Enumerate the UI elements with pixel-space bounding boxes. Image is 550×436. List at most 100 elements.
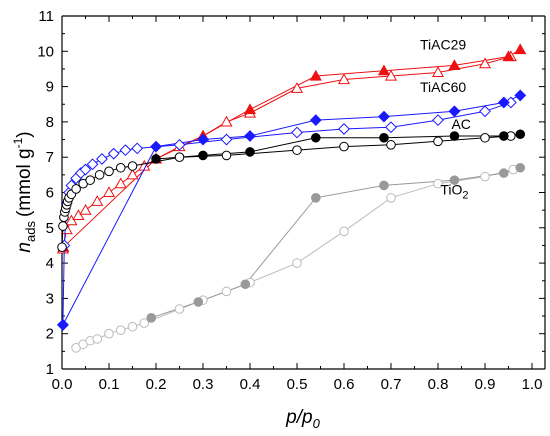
- data-point-open: [104, 328, 114, 339]
- data-point-filled: [243, 103, 257, 115]
- data-point-open: [339, 141, 349, 152]
- data-point-open: [174, 152, 185, 162]
- data-point-open: [337, 73, 351, 85]
- data-point-open: [86, 158, 99, 171]
- data-point-filled: [448, 59, 461, 70]
- data-point-open: [291, 126, 303, 139]
- axis-ticks: 0.0 0.1 0.2 0.3 0.4 0.5 0.6 0.7 0.8 0.9 1.0 1 2 3 4 5 6 7…: [37, 8, 545, 393]
- data-point-open: [220, 133, 233, 146]
- x-tick-label: 0.3: [193, 376, 214, 393]
- series-tiac60: [57, 89, 527, 331]
- data-point-open: [57, 242, 67, 253]
- data-point-open: [339, 226, 349, 237]
- x-tick-label: 0.2: [146, 376, 167, 393]
- data-point-filled: [497, 96, 510, 109]
- data-point-open: [127, 161, 138, 171]
- data-point-filled: [379, 180, 389, 191]
- data-point-filled: [311, 192, 321, 203]
- data-point-open: [479, 105, 491, 118]
- y-tick-label: 8: [46, 114, 54, 131]
- data-point-open: [79, 203, 92, 215]
- data-point-filled: [193, 297, 204, 307]
- data-point-filled: [378, 110, 390, 123]
- series-line-filled: [155, 133, 521, 160]
- data-point-filled: [198, 150, 208, 161]
- x-tick-label: 0.0: [52, 376, 73, 393]
- y-tick-label: 7: [46, 149, 54, 166]
- data-point-open: [115, 162, 126, 173]
- data-point-filled: [245, 147, 255, 157]
- series-layer: [56, 43, 527, 353]
- data-point-open: [58, 221, 68, 231]
- x-tick-label: 0.8: [428, 376, 449, 393]
- data-point-open: [104, 166, 114, 177]
- data-point-filled: [514, 89, 527, 102]
- data-point-open: [96, 153, 108, 165]
- data-point-open: [174, 304, 185, 314]
- data-point-filled: [240, 279, 251, 290]
- data-point-open: [72, 209, 85, 221]
- series-label-tiac29: TiAC29: [420, 37, 466, 53]
- y-tick-label: 10: [37, 43, 54, 60]
- y-tick-label: 4: [46, 255, 54, 272]
- x-tick-label: 0.7: [381, 376, 402, 393]
- data-point-filled: [499, 131, 509, 141]
- data-point-filled: [150, 140, 162, 153]
- data-point-open: [114, 177, 127, 189]
- y-tick-label: 9: [46, 79, 54, 96]
- data-point-open: [119, 144, 132, 157]
- data-point-open: [385, 121, 397, 134]
- y-axis-title: nads(mmol g-1): [11, 131, 38, 252]
- data-point-open: [432, 114, 444, 127]
- data-point-filled: [146, 313, 157, 323]
- plot-frame: [61, 15, 546, 370]
- data-point-open: [384, 69, 398, 81]
- data-point-open: [71, 184, 81, 194]
- data-point-open: [102, 186, 116, 198]
- data-point-open: [94, 170, 105, 180]
- series-label-tiac60: TiAC60: [420, 79, 466, 95]
- data-point-open: [131, 142, 144, 155]
- data-point-open: [292, 258, 302, 268]
- data-point-open: [79, 163, 92, 176]
- data-point-open: [220, 115, 233, 127]
- series-label-ac: AC: [451, 116, 470, 132]
- x-tick-label: 0.9: [475, 376, 496, 393]
- data-point-open: [386, 192, 396, 203]
- data-point-open: [107, 147, 120, 160]
- data-point-filled: [57, 318, 69, 331]
- data-point-open: [431, 66, 445, 78]
- data-point-open: [173, 138, 186, 151]
- data-point-open: [91, 195, 104, 206]
- y-tick-label: 3: [46, 290, 54, 307]
- x-axis-title-subscript: 0: [313, 416, 321, 431]
- data-point-open: [92, 334, 103, 344]
- data-point-open: [290, 82, 304, 93]
- data-point-open: [433, 178, 443, 189]
- data-point-open: [115, 325, 126, 335]
- x-tick-label: 0.1: [99, 376, 120, 393]
- x-tick-label: 0.4: [240, 376, 261, 393]
- data-point-filled: [309, 114, 322, 127]
- data-point-filled: [151, 154, 161, 164]
- data-point-filled: [514, 43, 527, 55]
- data-point-filled: [379, 132, 389, 143]
- x-tick-label: 1.0: [522, 376, 543, 393]
- data-point-open: [480, 132, 490, 143]
- x-tick-label: 0.5: [287, 376, 308, 393]
- series-tio2: [71, 162, 526, 353]
- data-point-open: [139, 318, 150, 328]
- data-point-filled: [309, 69, 322, 81]
- data-point-filled: [449, 175, 460, 185]
- y-tick-label: 1: [46, 361, 54, 378]
- data-point-open: [221, 286, 232, 297]
- y-axis-title-subscript: ads: [23, 221, 38, 242]
- data-point-filled: [515, 162, 526, 173]
- data-point-open: [65, 214, 78, 226]
- data-point-open: [292, 145, 302, 155]
- data-point-open: [386, 140, 396, 150]
- data-point-filled: [197, 133, 209, 146]
- x-axis-title: p/p0: [285, 407, 320, 431]
- data-point-filled: [244, 130, 256, 142]
- data-point-filled: [502, 50, 515, 62]
